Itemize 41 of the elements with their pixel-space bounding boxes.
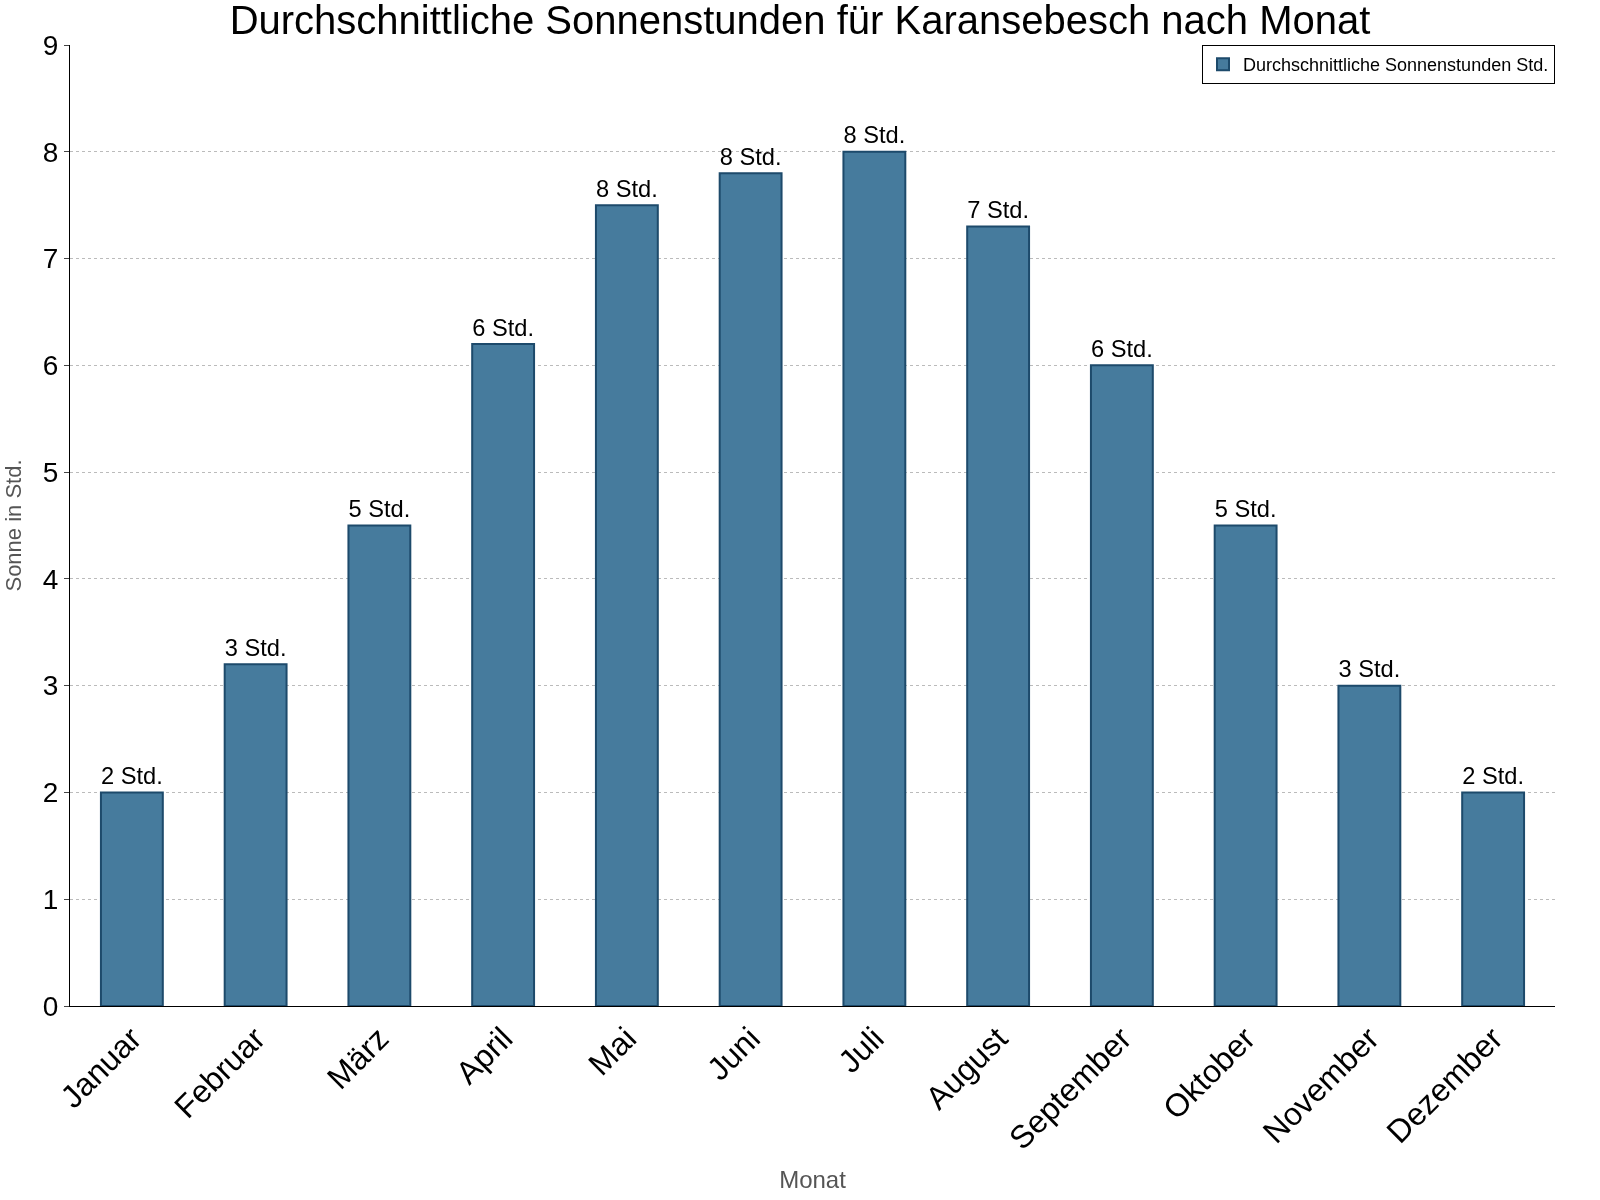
chart-title: Durchschnittliche Sonnenstunden für Karansebesch nach Monat [229, 0, 1371, 42]
bar [99, 791, 164, 1006]
bar [1461, 791, 1526, 1006]
data-label: 5 Std. [348, 496, 411, 523]
data-label: 6 Std. [472, 314, 535, 341]
bar [1213, 524, 1278, 1006]
y-tick-label: 2 [42, 777, 59, 809]
data-label: 3 Std. [1338, 656, 1401, 683]
legend-label: Durchschnittliche Sonnenstunden Std. [1243, 55, 1549, 76]
bar [842, 150, 907, 1006]
x-axis-title: Monat [779, 1165, 847, 1193]
data-label: 8 Std. [595, 175, 658, 202]
bar [718, 172, 783, 1006]
data-label: 3 Std. [224, 634, 287, 661]
y-axis-title: Sonne in Std. [0, 459, 26, 592]
y-tick-label: 6 [42, 350, 59, 382]
bar [966, 225, 1031, 1006]
bar [347, 524, 412, 1006]
data-label: 5 Std. [1214, 496, 1277, 523]
y-tick-label: 0 [42, 990, 59, 1022]
y-tick-label: 9 [42, 29, 59, 61]
bar [1089, 364, 1154, 1006]
x-tick-label: Juni [699, 1020, 767, 1088]
y-tick-label: 3 [42, 670, 59, 702]
bar [1337, 684, 1402, 1006]
bar [223, 663, 288, 1006]
y-tick-label: 4 [42, 563, 59, 595]
data-label: 6 Std. [1090, 335, 1153, 362]
y-tick-label: 1 [42, 884, 59, 916]
x-tick-label: Juli [831, 1020, 891, 1080]
bar [594, 204, 659, 1006]
y-tick-label: 7 [42, 243, 59, 275]
bar [471, 342, 536, 1006]
data-label: 2 Std. [1462, 762, 1525, 789]
data-label: 8 Std. [843, 122, 906, 149]
data-label: 7 Std. [967, 197, 1030, 224]
x-tick-label: Mai [581, 1020, 644, 1083]
y-tick-label: 8 [42, 136, 59, 168]
y-tick-label: 5 [42, 456, 59, 488]
data-label: 2 Std. [100, 762, 163, 789]
data-label: 8 Std. [719, 143, 782, 170]
